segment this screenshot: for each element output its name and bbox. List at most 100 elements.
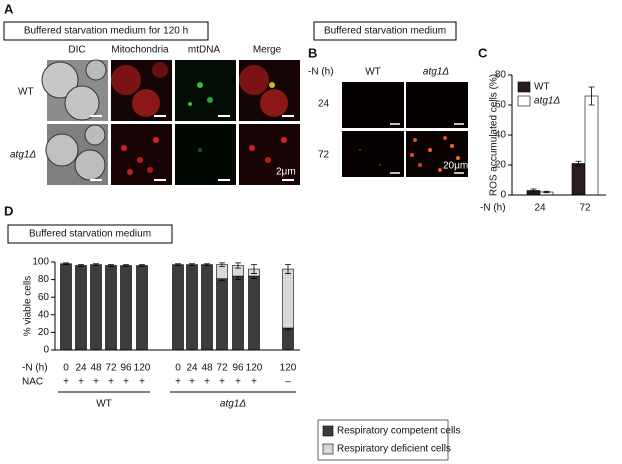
bar — [136, 265, 148, 351]
error-bar — [63, 262, 69, 266]
box-title: Buffered starvation medium — [324, 26, 446, 37]
legend-swatch — [322, 443, 334, 455]
y-axis-label: % viable cells — [23, 276, 34, 337]
x-tick-label: 96 — [232, 363, 244, 374]
error-bar — [139, 264, 145, 267]
error-bar — [588, 86, 595, 106]
y-tick-label: 40 — [38, 309, 50, 320]
x-tick-label: 120 — [246, 363, 263, 374]
x-tick-label: 72 — [216, 363, 228, 374]
bar — [105, 265, 117, 351]
x-tick-label: 24 — [75, 363, 87, 374]
row-label: NAC — [22, 377, 43, 388]
y-tick-label: 0 — [500, 190, 506, 201]
error-bar — [175, 263, 181, 266]
nac-label: + — [123, 377, 129, 388]
y-tick-label: 20 — [38, 327, 50, 338]
x-tick-label: 96 — [120, 363, 132, 374]
column-header: Merge — [253, 45, 282, 56]
y-tick-label: 40 — [495, 130, 507, 141]
x-tick-label: 48 — [90, 363, 102, 374]
row-header: -N (h) — [308, 67, 334, 78]
bar — [172, 264, 184, 351]
bar — [282, 327, 294, 351]
column-header: mtDNA — [188, 45, 221, 56]
y-axis-label: ROS accumulated cells (%) — [489, 74, 500, 196]
x-tick-label: 0 — [175, 363, 181, 374]
error-bar — [543, 190, 550, 194]
error-bar — [123, 264, 129, 267]
x-tick-label: 120 — [280, 363, 297, 374]
legend-label: Respiratory competent cells — [337, 426, 460, 437]
nac-label: + — [108, 377, 114, 388]
title-box — [313, 21, 457, 41]
x-tick-label: 72 — [105, 363, 117, 374]
error-bar — [530, 188, 537, 193]
bar — [201, 264, 213, 351]
bar — [282, 268, 294, 329]
group-label: WT — [96, 399, 112, 410]
scale-label: 2μm — [276, 167, 296, 178]
column-header: WT — [365, 67, 381, 78]
legend-label: WT — [534, 82, 550, 93]
legend-swatch — [517, 81, 531, 93]
bar — [186, 264, 198, 351]
y-tick-label: 0 — [43, 345, 49, 356]
error-bar — [251, 264, 257, 274]
error-bar — [235, 262, 241, 269]
nac-label: – — [285, 377, 291, 388]
x-tick-label: 72 — [579, 203, 591, 214]
y-tick-label: 60 — [495, 100, 507, 111]
row-label: 24 — [318, 99, 330, 110]
bar — [232, 275, 244, 351]
column-header: Mitochondria — [111, 45, 169, 56]
nac-label: + — [235, 377, 241, 388]
nac-label: + — [78, 377, 84, 388]
row-label: 72 — [318, 150, 330, 161]
x-axis-label: -N (h) — [22, 363, 48, 374]
nac-label: + — [63, 377, 69, 388]
bar — [584, 95, 599, 196]
panel-label: C — [478, 45, 488, 60]
error-bar — [189, 263, 195, 266]
x-axis-label: -N (h) — [480, 203, 506, 214]
panel-label: B — [308, 45, 317, 60]
y-tick-label: 100 — [32, 257, 49, 268]
legend-label: Respiratory deficient cells — [337, 444, 451, 455]
nac-label: + — [251, 377, 257, 388]
box-title: Buffered starvation medium — [29, 229, 151, 240]
title-box — [3, 21, 209, 41]
error-bar — [108, 264, 114, 267]
nac-label: + — [175, 377, 181, 388]
x-tick-label: 24 — [186, 363, 198, 374]
nac-label: + — [189, 377, 195, 388]
bar — [571, 163, 586, 196]
error-bar — [219, 262, 225, 267]
y-tick-label: 80 — [38, 274, 50, 285]
group-label: atg1Δ — [220, 399, 246, 410]
bar — [60, 263, 72, 351]
nac-label: + — [139, 377, 145, 388]
legend-label: atg1Δ — [534, 96, 560, 107]
legend-swatch — [517, 95, 531, 107]
y-tick-label: 20 — [495, 160, 507, 171]
panel-label: A — [4, 1, 14, 16]
scale-label: 20μm — [443, 161, 468, 172]
error-bar — [204, 263, 210, 266]
nac-label: + — [219, 377, 225, 388]
x-tick-label: 120 — [134, 363, 151, 374]
micrographs-b — [342, 82, 468, 177]
x-tick-label: 48 — [201, 363, 213, 374]
micrographs-a — [41, 59, 300, 185]
error-bar — [575, 160, 582, 167]
x-tick-label: 24 — [534, 203, 546, 214]
row-label: atg1Δ — [10, 150, 36, 161]
bar — [216, 278, 228, 351]
x-tick-label: 0 — [63, 363, 69, 374]
box-title: Buffered starvation medium for 120 h — [24, 26, 188, 37]
y-tick-label: 80 — [495, 70, 507, 81]
error-bar — [93, 263, 99, 266]
column-header: atg1Δ — [423, 67, 449, 78]
nac-label: + — [93, 377, 99, 388]
